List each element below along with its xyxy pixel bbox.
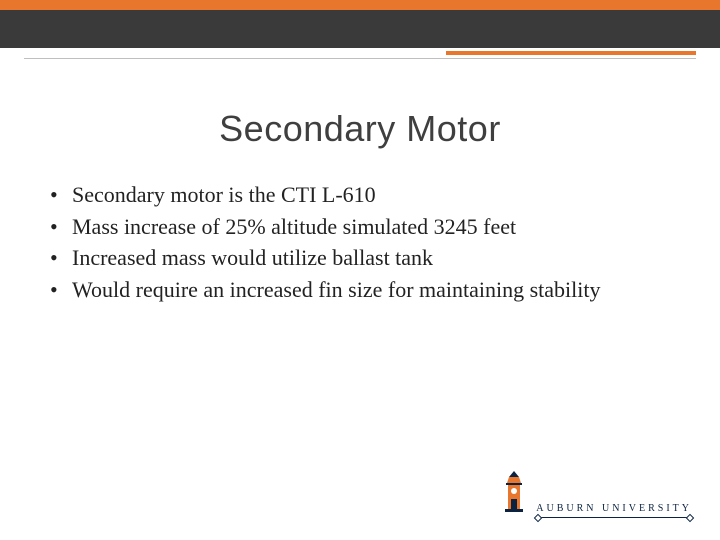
logo-rule xyxy=(539,517,689,518)
header-accent-rule xyxy=(446,51,696,55)
tower-icon xyxy=(502,469,526,518)
header-thin-rule xyxy=(24,58,696,59)
institution-name: AUBURN UNIVERSITY xyxy=(536,504,692,514)
logo-text: AUBURN UNIVERSITY xyxy=(536,504,692,518)
header-bar xyxy=(0,10,720,48)
header-stripe xyxy=(0,0,720,10)
list-item: Would require an increased fin size for … xyxy=(48,275,660,305)
list-item: Secondary motor is the CTI L-610 xyxy=(48,180,660,210)
list-item: Mass increase of 25% altitude simulated … xyxy=(48,212,660,242)
bullet-list: Secondary motor is the CTI L-610 Mass in… xyxy=(48,180,660,307)
auburn-logo: AUBURN UNIVERSITY xyxy=(502,469,692,518)
slide-title: Secondary Motor xyxy=(0,108,720,150)
list-item: Increased mass would utilize ballast tan… xyxy=(48,243,660,273)
